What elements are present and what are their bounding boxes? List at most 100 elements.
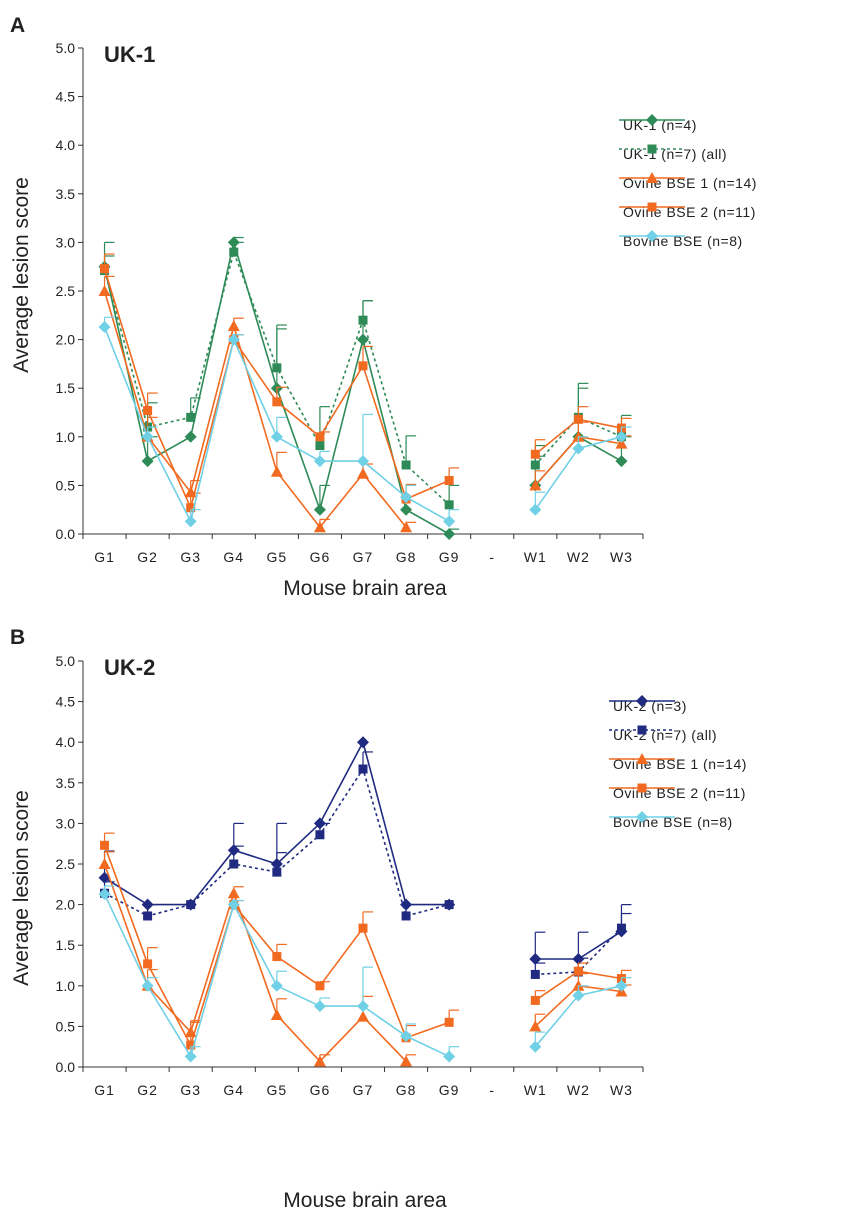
x-tick-label: G7 — [353, 1082, 374, 1098]
legend-swatch — [619, 230, 685, 242]
data-point — [272, 363, 282, 373]
data-point — [270, 1009, 283, 1021]
data-point — [529, 1020, 542, 1032]
data-point — [313, 1055, 326, 1067]
y-tick-label: 0.0 — [56, 1059, 76, 1075]
x-tick-label: W3 — [610, 1082, 633, 1098]
x-tick-label: G4 — [223, 1082, 244, 1098]
x-tick-label: G2 — [137, 1082, 158, 1098]
data-point — [315, 432, 325, 442]
series-4 — [98, 885, 632, 1063]
series-1 — [100, 751, 632, 979]
legend: UK-1 (n=4) UK-1 (n=7) (all) Ovine BSE 1 (n… — [617, 110, 757, 255]
x-tick-label: W3 — [610, 549, 633, 565]
x-tick-label: G1 — [94, 1082, 115, 1098]
legend-marker — [637, 783, 647, 793]
data-point — [529, 479, 542, 491]
data-point — [357, 455, 369, 468]
data-point — [358, 764, 368, 774]
data-point — [615, 437, 628, 449]
data-point — [615, 430, 628, 443]
y-axis-label: Average lesion score — [10, 790, 33, 986]
data-point — [400, 521, 413, 533]
data-point — [313, 1000, 326, 1013]
legend-swatch — [619, 114, 685, 126]
series-line — [103, 863, 407, 1063]
legend-item: Ovine BSE 2 (n=11) — [607, 778, 747, 807]
data-point — [315, 981, 325, 991]
y-tick-label: 3.5 — [56, 775, 76, 791]
y-tick-label: 4.0 — [56, 734, 76, 750]
data-point — [186, 900, 196, 910]
x-tick-label: G9 — [439, 549, 460, 565]
legend-marker — [637, 725, 647, 735]
x-tick-label: G8 — [396, 549, 417, 565]
panel-a: 0.0 0.5 1.0 1.5 2.0 2.5 3.0 3.5 4.0 4.5 5.0 G1 G2 G3 G… — [0, 0, 856, 610]
legend-swatch — [609, 783, 675, 793]
legend-marker — [636, 695, 648, 707]
data-point — [98, 888, 111, 901]
data-point — [530, 969, 540, 979]
data-point — [615, 455, 628, 468]
data-point — [400, 1055, 413, 1067]
data-point — [358, 315, 368, 325]
data-point — [313, 503, 326, 516]
data-point — [357, 467, 369, 479]
x-tick-label: G3 — [180, 1082, 201, 1098]
y-tick-label: 0.0 — [56, 526, 76, 542]
x-tick-label: G8 — [396, 1082, 417, 1098]
data-point — [143, 406, 153, 416]
x-tick-label: G7 — [353, 549, 374, 565]
data-point — [98, 871, 111, 884]
data-point — [229, 247, 239, 257]
legend-item: UK-1 (n=7) (all) — [617, 139, 757, 168]
data-point — [184, 430, 197, 443]
data-point — [315, 830, 325, 840]
x-tick-label: - — [489, 549, 495, 565]
data-point — [529, 953, 542, 966]
y-tick-label: 1.0 — [56, 978, 76, 994]
legend-item: Ovine BSE 1 (n=14) — [607, 749, 747, 778]
data-point — [572, 989, 585, 1002]
data-point — [444, 476, 454, 486]
x-tick-label: W1 — [524, 549, 547, 565]
y-tick-label: 3.5 — [56, 186, 76, 202]
legend-item: Ovine BSE 1 (n=14) — [617, 168, 757, 197]
chart-title: UK-1 — [104, 42, 156, 67]
y-tick-label: 3.0 — [56, 815, 76, 831]
data-point — [98, 320, 111, 333]
legend-item: Ovine BSE 2 (n=11) — [617, 197, 757, 226]
x-tick-label: G5 — [267, 1082, 288, 1098]
data-point — [227, 333, 240, 346]
legend-swatch — [609, 811, 675, 823]
legend: UK-2 (n=3) UK-2 (n=7) (all) Ovine BSE 1 (n… — [607, 691, 747, 836]
data-point — [573, 966, 583, 976]
data-point — [186, 1040, 196, 1050]
data-point — [530, 449, 540, 459]
chart-title: UK-2 — [104, 655, 156, 680]
data-point — [98, 858, 111, 869]
data-point — [400, 1030, 413, 1043]
data-point — [227, 319, 240, 331]
data-point — [272, 397, 282, 407]
y-tick-label: 4.5 — [56, 694, 76, 710]
x-tick-label: W2 — [567, 1082, 590, 1098]
data-point — [358, 361, 368, 371]
y-tick-label: 4.0 — [56, 137, 76, 153]
series-2 — [98, 275, 632, 533]
data-point — [227, 898, 240, 911]
y-tick-label: 3.0 — [56, 234, 76, 250]
data-point — [184, 1050, 197, 1063]
data-point — [357, 1000, 369, 1013]
data-point — [272, 867, 282, 877]
data-point — [443, 515, 456, 528]
x-tick-label: G6 — [310, 1082, 331, 1098]
data-point — [401, 460, 411, 470]
x-tick-label: W1 — [524, 1082, 547, 1098]
data-point — [141, 455, 154, 468]
data-point — [357, 736, 369, 749]
series-3 — [100, 832, 632, 1050]
data-point — [529, 1040, 542, 1053]
x-tick-label: G5 — [267, 549, 288, 565]
legend-item: UK-1 (n=4) — [617, 110, 757, 139]
